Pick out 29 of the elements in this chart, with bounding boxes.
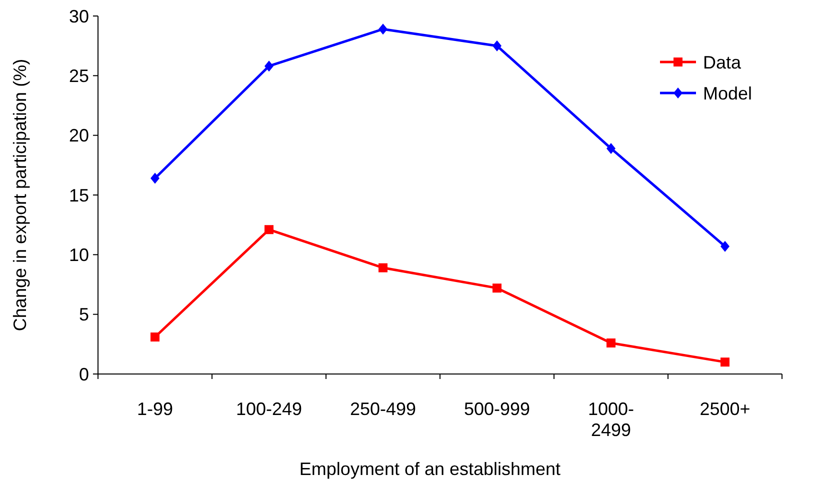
y-tick-label: 10 [68, 244, 89, 265]
point [150, 172, 160, 184]
x-tick-label: 100-249 [236, 399, 302, 419]
y-tick-label: 25 [68, 66, 89, 86]
x-tick-label: 250-499 [350, 399, 416, 419]
point [606, 338, 616, 348]
y-tick-label: 0 [78, 364, 89, 384]
x-axis-title: Employment of an establishment [299, 459, 561, 479]
point [378, 24, 388, 35]
y-tick-label: 30 [68, 6, 89, 26]
y-tick-label: 20 [68, 126, 89, 146]
x-tick-label: 1000-2499 [588, 399, 634, 440]
x-tick-label: 2500+ [700, 399, 750, 419]
point [378, 263, 388, 272]
legend-label: Model [703, 83, 752, 104]
point [720, 358, 730, 367]
point [264, 225, 274, 234]
point [606, 142, 616, 154]
legend-label: Data [703, 52, 742, 72]
y-tick-label: 15 [68, 185, 89, 206]
y-tick-label: 5 [78, 304, 89, 325]
x-tick-label: 1-99 [136, 399, 174, 419]
point [264, 60, 274, 72]
x-tick-label: 500-999 [464, 399, 530, 419]
point [150, 332, 160, 342]
y-axis-title: Change in export participation (%) [10, 58, 30, 332]
point [492, 284, 502, 293]
point [720, 240, 730, 252]
point [492, 40, 502, 52]
